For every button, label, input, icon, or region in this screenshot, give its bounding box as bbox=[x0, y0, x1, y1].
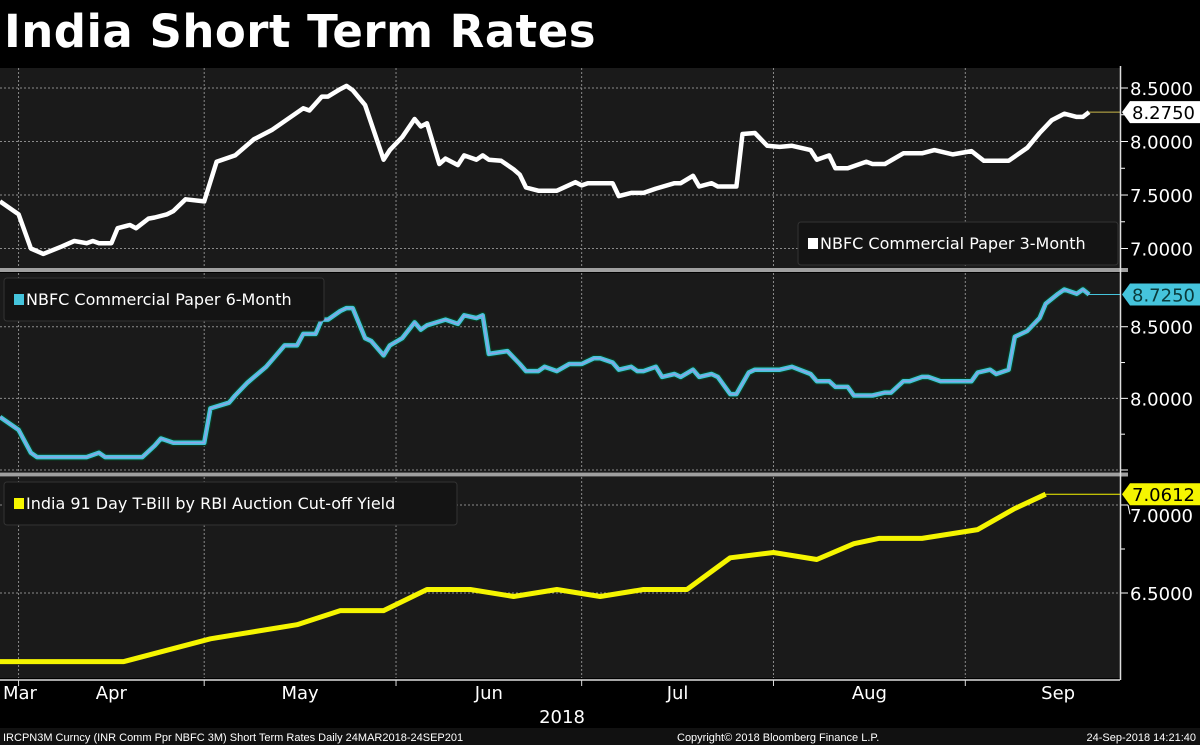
y-tick-label-leader bbox=[1127, 504, 1131, 515]
panel-separator bbox=[0, 268, 1128, 272]
last-value-label: 7.0612 bbox=[1132, 485, 1195, 506]
legend-swatch bbox=[808, 238, 818, 249]
panel-3: 7.0000 6.5000 7.0612 India 91 Day T-Bill by… bbox=[0, 477, 1200, 678]
page-title: India Short Term Rates bbox=[4, 5, 597, 58]
legend-label: NBFC Commercial Paper 3-Month bbox=[820, 234, 1086, 253]
x-tick-label: Apr bbox=[96, 683, 128, 704]
legend-box bbox=[797, 221, 1119, 266]
y-tick-label: 8.5000 bbox=[1130, 79, 1193, 100]
footer-timestamp: 24-Sep-2018 14:21:40 bbox=[1087, 732, 1196, 744]
x-tick-label: May bbox=[282, 683, 320, 704]
y-tick-label: 6.5000 bbox=[1130, 584, 1193, 605]
legend-swatch bbox=[14, 294, 24, 305]
legend-swatch bbox=[14, 498, 24, 509]
last-value-tag bbox=[1122, 483, 1200, 506]
y-tick-label: 8.0000 bbox=[1130, 133, 1193, 154]
series-line-core bbox=[0, 288, 1090, 458]
footer-left: IRCPN3M Curncy (INR Comm Ppr NBFC 3M) Sh… bbox=[3, 732, 463, 744]
legend-box bbox=[3, 481, 458, 526]
x-tick-label: Mar bbox=[3, 683, 38, 704]
y-tick-label: 7.0000 bbox=[1130, 506, 1193, 527]
y-tick-label: 7.0000 bbox=[1130, 240, 1193, 261]
last-value-tag bbox=[1122, 283, 1200, 306]
footer-copyright: Copyright© 2018 Bloomberg Finance L.P. bbox=[677, 732, 879, 744]
y-tick-label: 8.5000 bbox=[1130, 318, 1193, 339]
legend-label: NBFC Commercial Paper 6-Month bbox=[26, 290, 292, 309]
x-tick-label: Jul bbox=[666, 683, 689, 704]
x-tick-label: Aug bbox=[852, 683, 887, 704]
legend-label: India 91 Day T-Bill by RBI Auction Cut-o… bbox=[26, 494, 395, 513]
last-value-tag bbox=[1122, 101, 1200, 124]
series-line-3 bbox=[0, 491, 1047, 665]
x-year-label: 2018 bbox=[539, 707, 585, 728]
y-tick-label: 7.5000 bbox=[1130, 186, 1193, 207]
last-value-label: 8.2750 bbox=[1132, 103, 1195, 124]
panel-2: 8.5000 8.0000 8.7250 NBFC Commercial Paper … bbox=[0, 273, 1200, 472]
x-tick-label: Jun bbox=[474, 683, 503, 704]
legend-box bbox=[3, 277, 325, 322]
y-tick-label: 8.0000 bbox=[1130, 389, 1193, 410]
panel-separator bbox=[0, 472, 1128, 477]
panel-1: 8.5000 8.0000 7.5000 7.0000 8.2750 NBFC Comme… bbox=[0, 68, 1200, 268]
x-tick-label: Sep bbox=[1041, 683, 1075, 704]
last-value-label: 8.7250 bbox=[1132, 285, 1195, 306]
footer-bar bbox=[0, 728, 1200, 745]
